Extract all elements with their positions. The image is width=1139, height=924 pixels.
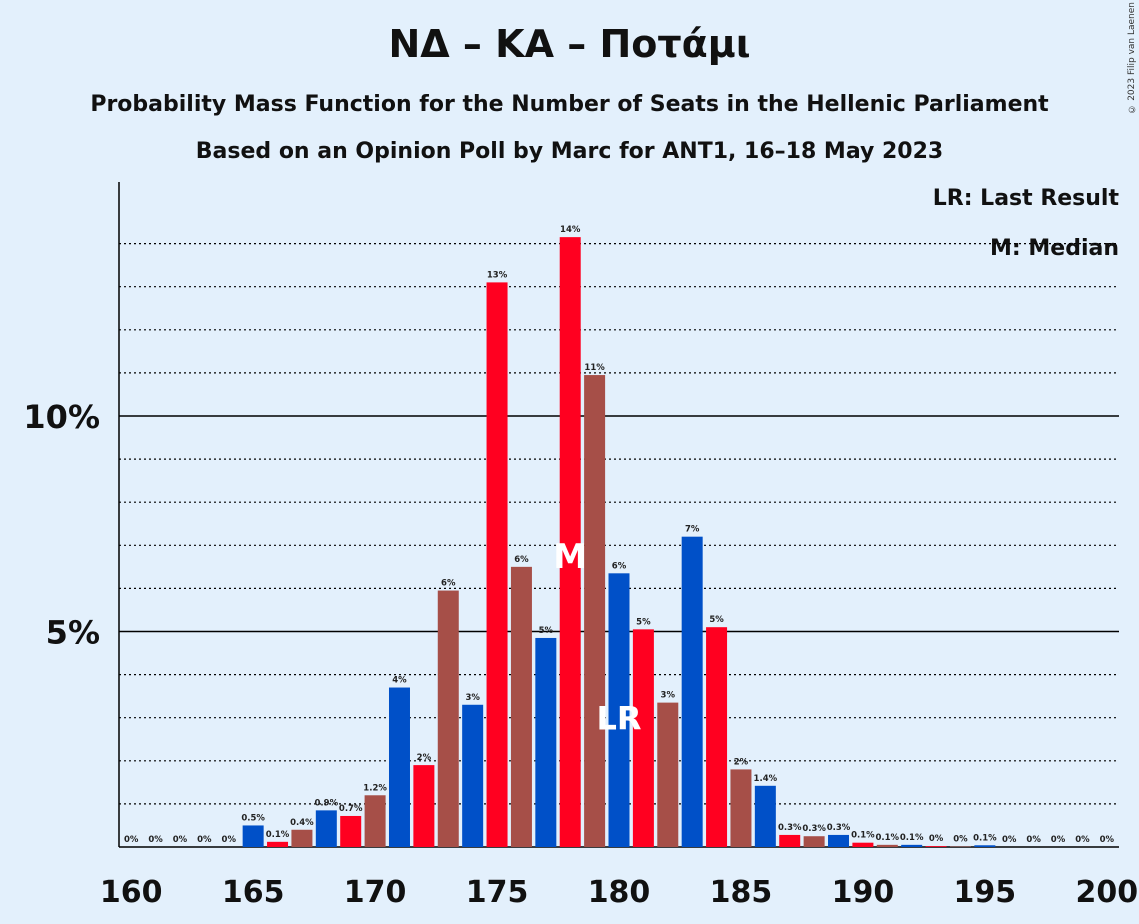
bar-165 bbox=[242, 825, 264, 847]
legend-median: M: Median bbox=[990, 236, 1119, 261]
bar-value-label: 0.3% bbox=[778, 823, 802, 833]
x-tick-label: 175 bbox=[466, 875, 529, 910]
x-tick-label: 185 bbox=[710, 875, 773, 910]
chart-title: ΝΔ – ΚΑ – Ποτάμι bbox=[388, 22, 751, 66]
bar-181 bbox=[632, 629, 654, 847]
chart-subtitle: Probability Mass Function for the Number… bbox=[90, 92, 1049, 117]
bar-value-label: 0.4% bbox=[290, 818, 314, 828]
bar-173 bbox=[437, 590, 459, 847]
bar-value-label: 0.1% bbox=[876, 833, 900, 843]
bar-value-label: 7% bbox=[685, 525, 700, 535]
bar-value-label: 0.1% bbox=[851, 831, 875, 841]
bar-187 bbox=[779, 834, 801, 847]
bar-value-label: 6% bbox=[612, 561, 627, 571]
bar-175 bbox=[486, 282, 508, 847]
bar-value-label: 6% bbox=[441, 579, 456, 589]
legend-last-result: LR: Last Result bbox=[932, 186, 1119, 211]
bar-value-label: 0% bbox=[173, 835, 188, 845]
bar-192 bbox=[901, 844, 923, 847]
bar-193 bbox=[925, 846, 947, 847]
bar-195 bbox=[974, 845, 996, 847]
bar-value-label: 0% bbox=[197, 835, 212, 845]
bar-value-label: 0.1% bbox=[266, 830, 290, 840]
bar-value-label: 2% bbox=[417, 753, 432, 763]
bar-180 bbox=[608, 573, 630, 847]
bar-value-label: 0% bbox=[953, 835, 968, 845]
bar-182 bbox=[657, 702, 679, 847]
bar-value-label: 2% bbox=[734, 757, 749, 767]
bar-value-label: 0% bbox=[1026, 835, 1041, 845]
bar-189 bbox=[828, 834, 850, 847]
bar-value-label: 0% bbox=[148, 835, 163, 845]
chart-source: Based on an Opinion Poll by Marc for ANT… bbox=[195, 139, 944, 164]
bar-value-label: 14% bbox=[560, 225, 581, 235]
x-tick-label: 160 bbox=[100, 875, 163, 910]
bar-185 bbox=[730, 769, 752, 847]
bar-value-label: 4% bbox=[392, 676, 407, 686]
bar-value-label: 5% bbox=[709, 615, 724, 625]
bar-179 bbox=[584, 375, 606, 847]
bar-169 bbox=[340, 815, 362, 847]
bar-168 bbox=[315, 810, 337, 847]
bar-value-label: 0% bbox=[929, 834, 944, 844]
bar-value-label: 13% bbox=[487, 270, 508, 280]
bar-167 bbox=[291, 829, 313, 847]
bar-value-label: 5% bbox=[636, 617, 651, 627]
x-tick-label: 180 bbox=[588, 875, 651, 910]
bar-value-label: 5% bbox=[539, 626, 554, 636]
bar-value-label: 0% bbox=[222, 835, 237, 845]
bar-186 bbox=[754, 785, 776, 847]
bar-value-label: 0% bbox=[1051, 835, 1066, 845]
bar-value-label: 0.9% bbox=[315, 798, 339, 808]
bar-174 bbox=[462, 704, 484, 847]
bar-172 bbox=[413, 765, 435, 847]
bar-178 bbox=[559, 237, 581, 847]
bar-value-label: 0.5% bbox=[241, 813, 265, 823]
bar-value-label: 0% bbox=[1075, 835, 1090, 845]
bar-value-label: 0% bbox=[1100, 835, 1115, 845]
bar-value-label: 0.3% bbox=[827, 823, 851, 833]
bar-value-label: 11% bbox=[584, 363, 605, 373]
bar-188 bbox=[803, 836, 825, 847]
last-result-marker: LR bbox=[596, 700, 641, 738]
y-tick-label: 10% bbox=[23, 398, 100, 436]
bar-170 bbox=[364, 795, 386, 847]
bar-184 bbox=[706, 627, 728, 847]
bar-176 bbox=[510, 566, 532, 847]
x-tick-label: 165 bbox=[222, 875, 285, 910]
bar-value-label: 0.1% bbox=[900, 833, 924, 843]
y-tick-label: 5% bbox=[46, 614, 100, 652]
bar-166 bbox=[267, 841, 289, 847]
bar-value-label: 1.4% bbox=[754, 774, 778, 784]
median-marker: M bbox=[553, 537, 587, 577]
bar-183 bbox=[681, 536, 703, 847]
bar-177 bbox=[535, 637, 557, 847]
x-tick-label: 190 bbox=[832, 875, 895, 910]
bar-value-label: 3% bbox=[465, 693, 480, 703]
bar-value-label: 6% bbox=[514, 555, 529, 565]
bar-value-label: 3% bbox=[661, 691, 676, 701]
x-tick-label: 170 bbox=[344, 875, 407, 910]
bar-value-label: 0.1% bbox=[973, 833, 997, 843]
bar-value-label: 0% bbox=[1002, 835, 1017, 845]
bar-190 bbox=[852, 842, 874, 847]
x-tick-label: 195 bbox=[954, 875, 1017, 910]
bar-value-label: 0.7% bbox=[339, 804, 363, 814]
bar-value-label: 1.2% bbox=[363, 783, 387, 793]
bar-value-label: 0% bbox=[124, 835, 139, 845]
x-tick-label: 200 bbox=[1075, 875, 1138, 910]
bar-171 bbox=[388, 687, 410, 847]
bar-value-label: 0.3% bbox=[802, 824, 826, 834]
bar-191 bbox=[876, 844, 898, 847]
